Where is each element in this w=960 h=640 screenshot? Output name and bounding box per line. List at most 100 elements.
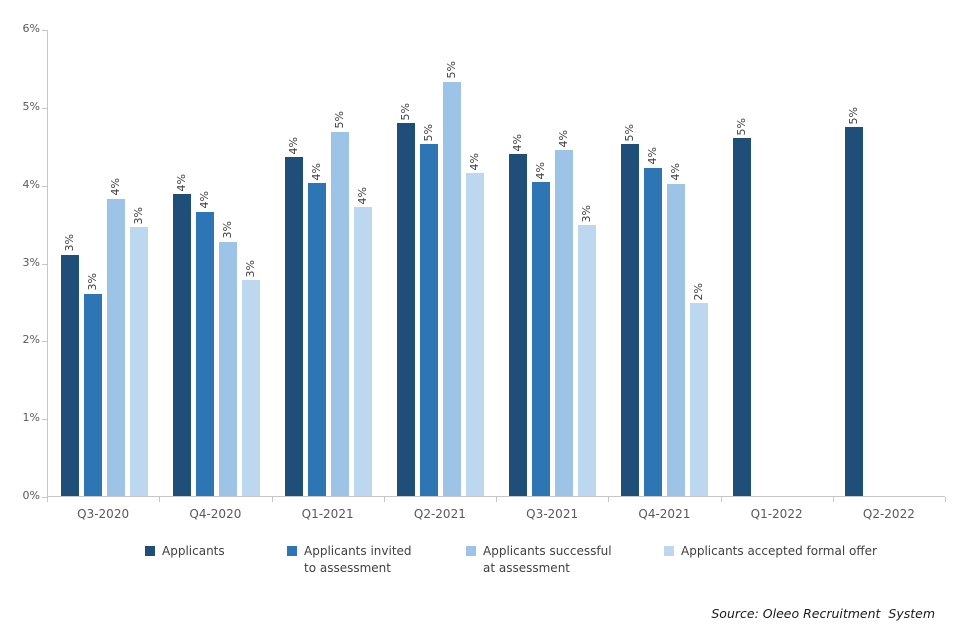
bar-slot: 4%: [353, 30, 372, 496]
legend-swatch-icon: [287, 546, 297, 556]
y-axis-tick-label: 6%: [22, 22, 40, 35]
bar-slot: [779, 30, 797, 496]
x-axis-tick-mark: [271, 497, 273, 502]
y-axis-tick-mark: [42, 107, 47, 109]
bar-group-q4-2020: 4% 4% 3% 3%: [160, 30, 272, 496]
x-axis-label: Q1-2022: [750, 507, 803, 521]
bar-slot: 5%: [330, 30, 349, 496]
x-axis-label: Q2-2021: [413, 507, 466, 521]
legend-swatch-icon: [466, 546, 476, 556]
bar: [195, 211, 214, 496]
bar: [532, 182, 551, 496]
y-axis-tick-label: 3%: [22, 255, 40, 269]
legend-item: Applicants accepted formal offer: [664, 543, 877, 560]
bar-group-q3-2021: 4% 4% 4% 3%: [497, 30, 609, 496]
bar-slot: 3%: [83, 30, 102, 496]
legend-swatch-icon: [664, 546, 674, 556]
bar-slot: [868, 30, 886, 496]
bar: [733, 137, 752, 496]
bar-value-label: 4%: [355, 186, 369, 205]
x-axis-label: Q1-2021: [301, 507, 354, 521]
bar: [284, 157, 303, 496]
y-axis-tick-label: 4%: [22, 177, 40, 191]
bar-value-label: 4%: [534, 161, 548, 180]
bar-slot: 4%: [555, 30, 574, 496]
bar: [667, 183, 686, 496]
bar: [442, 81, 461, 496]
bar-group-q1-2022: 5%: [721, 30, 833, 496]
bar-value-label: 4%: [197, 191, 211, 209]
bar-value-label: 2%: [692, 282, 706, 300]
legend-label: Applicants invited to assessment: [304, 544, 412, 575]
y-axis-tick-mark: [42, 497, 47, 498]
y-axis-tick-mark: [42, 263, 47, 265]
bar: [690, 302, 709, 496]
x-axis-tick-mark: [159, 497, 161, 502]
bar-slot: 4%: [509, 30, 528, 496]
bar-slot: 3%: [241, 30, 260, 496]
plot-area: 3% 3% 4% 3% 4% 4% 3% 3% 4% 4% 5% 4% 5% 5% 5% 4% 4% 4% 4% 3%…: [47, 30, 945, 497]
bar-slot: [914, 30, 932, 496]
bar-slot: 5%: [733, 30, 752, 496]
bar-slot: 4%: [667, 30, 686, 496]
bar: [353, 207, 372, 496]
legend-item: Applicants invited to assessment: [287, 543, 422, 577]
legend-label: Applicants accepted formal offer: [681, 544, 877, 558]
y-axis-tick-label: 1%: [22, 411, 40, 425]
legend: Applicants Applicants invited to assessme…: [0, 543, 960, 593]
bar: [396, 123, 415, 496]
bar-value-label: 3%: [131, 207, 145, 225]
bar: [621, 144, 640, 496]
x-axis-label: Q2-2022: [862, 507, 915, 521]
bar-value-label: 5%: [398, 102, 412, 121]
bar-value-label: 4%: [309, 162, 323, 181]
bar-value-label: 4%: [108, 178, 122, 196]
bar-slot: 4%: [532, 30, 551, 496]
bar-value-label: 4%: [557, 129, 571, 148]
y-axis-tick-mark: [42, 30, 47, 31]
bar-slot: 5%: [845, 30, 864, 496]
legend-swatch-icon: [145, 546, 155, 556]
bar: [509, 154, 528, 496]
bar-slot: 4%: [465, 30, 484, 496]
bar: [83, 293, 102, 496]
bar-value-label: 4%: [646, 147, 660, 165]
x-axis-tick-mark: [47, 497, 48, 502]
bar-slot: [891, 30, 909, 496]
bar-slot: 4%: [284, 30, 303, 496]
bar-group-q3-2020: 3% 3% 4% 3%: [48, 30, 160, 496]
bar-value-label: 5%: [847, 106, 861, 125]
legend-label: Applicants: [162, 544, 225, 558]
bar-value-label: 5%: [421, 123, 435, 142]
bar-group-q4-2021: 5% 4% 4% 2%: [609, 30, 721, 496]
bar-slot: 4%: [172, 30, 191, 496]
bar-slot: 4%: [644, 30, 663, 496]
y-axis-tick-label: 5%: [22, 99, 40, 113]
bar: [578, 225, 597, 496]
bar: [555, 150, 574, 496]
y-axis-tick-mark: [42, 185, 47, 187]
bar: [172, 194, 191, 496]
x-axis-tick-mark: [832, 497, 834, 502]
bar-value-label: 5%: [332, 111, 346, 129]
bar-slot: 4%: [307, 30, 326, 496]
bar: [644, 167, 663, 496]
x-axis-tick-mark: [720, 497, 722, 502]
x-axis-label: Q3-2021: [526, 507, 579, 521]
y-axis-tick-label: 0%: [22, 489, 40, 502]
x-axis-tick-mark: [383, 497, 385, 502]
bar: [60, 254, 79, 496]
bar-group-q2-2021: 5% 5% 5% 4%: [384, 30, 496, 496]
y-axis-tick-mark: [42, 419, 47, 421]
bar-slot: [802, 30, 820, 496]
bar-value-label: 3%: [85, 273, 99, 291]
bar-group-q1-2021: 4% 4% 5% 4%: [272, 30, 384, 496]
bar-slot: 5%: [396, 30, 415, 496]
bar-slot: 3%: [218, 30, 237, 496]
bar: [241, 280, 260, 496]
bar-slot: [756, 30, 774, 496]
bar-value-label: 4%: [467, 152, 481, 170]
bar-value-label: 5%: [444, 61, 458, 79]
bar-group-q2-2022: 5%: [833, 30, 945, 496]
